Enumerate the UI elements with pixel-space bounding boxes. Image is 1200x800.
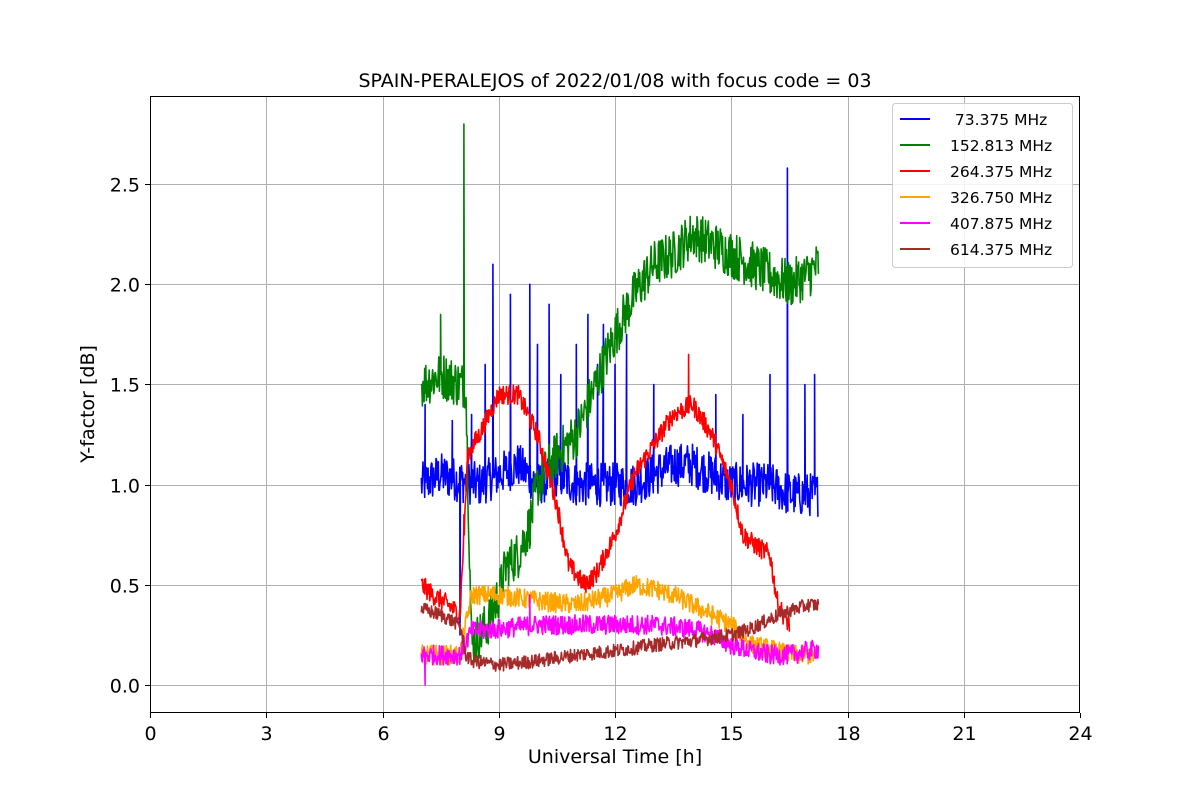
ticks: 0 3 6 9 12 15 18 21 24 0.0 0.5 1.0 1.5 2.0 2.5 [110,175,1093,746]
x-tick-label: 15 [719,723,743,745]
x-tick-label: 6 [377,723,389,745]
x-tick-label: 24 [1068,723,1092,745]
legend-entry: 152.813 MHz [950,137,1052,155]
x-tick-label: 12 [603,723,627,745]
x-tick-label: 21 [952,723,976,745]
plot-frame [150,96,1080,713]
legend-entry: 264.375 MHz [950,163,1052,181]
series-lines [420,123,820,686]
y-axis-label: Y-factor [dB] [77,345,99,464]
x-tick-label: 0 [144,723,156,745]
x-tick-label: 3 [260,723,272,745]
series-line-3 [420,575,820,666]
legend-entry: 614.375 MHz [950,241,1052,259]
series-line-0 [420,167,819,636]
y-tick-label: 0.5 [110,576,140,598]
legend-entry: 73.375 MHz [950,111,1047,129]
y-tick-label: 1.5 [110,375,140,397]
series-line-2 [420,353,791,632]
legend-entry: 326.750 MHz [950,189,1052,207]
y-tick-label: 2.0 [110,275,140,297]
x-tick-label: 9 [493,723,505,745]
series-line-4 [420,594,820,686]
x-axis-label: Universal Time [h] [528,746,702,768]
series-line-5 [420,598,820,672]
y-tick-label: 0.0 [110,676,140,698]
chart-title: SPAIN-PERALEJOS of 2022/01/08 with focus… [358,70,871,92]
y-tick-label: 2.5 [110,175,140,197]
x-tick-label: 18 [836,723,860,745]
y-tick-label: 1.0 [110,476,140,498]
legend-box [892,103,1073,268]
legend-entry: 407.875 MHz [950,215,1052,233]
legend: 73.375 MHz 152.813 MHz 264.375 MHz 326.750 … [892,103,1073,268]
